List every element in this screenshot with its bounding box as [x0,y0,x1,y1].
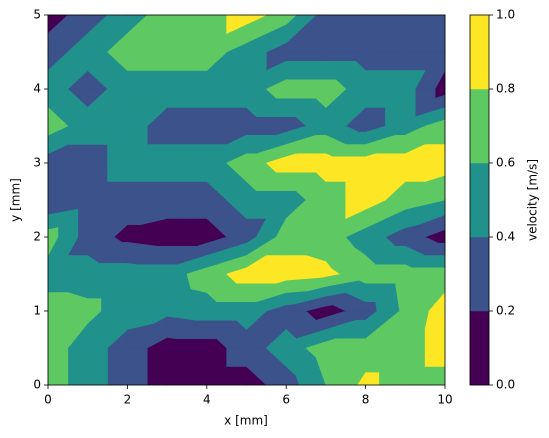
contour-region [166,144,188,164]
x-tick-label: 0 [44,393,52,407]
x-tick-label: 2 [124,393,132,407]
colorbar-tick-label: 1.0 [496,8,515,22]
y-tick-label: 5 [33,8,41,22]
x-tick-label: 6 [282,393,290,407]
contour-region [405,70,426,90]
contour-region [285,255,307,275]
contour-region [325,260,332,275]
y-tick-label: 3 [33,156,41,170]
y-tick-label: 2 [33,230,41,244]
contour-region [246,153,258,164]
colorbar-tick-label: 0.6 [496,156,515,170]
x-axis-label: x [mm] [224,414,268,428]
colorbar-frame [469,14,490,386]
contour-region [127,263,138,275]
x-tick-label: 4 [203,393,211,407]
x-tick-label: 10 [437,393,452,407]
y-tick-label: 4 [33,82,41,96]
contour-region [365,254,376,275]
x-tick-label: 8 [362,393,370,407]
contour-region [365,372,380,386]
contour-region [87,298,102,312]
contour-region [325,79,337,90]
contour-region [405,144,426,164]
contour-region [325,338,337,349]
colorbar-label: velocity [m/s] [526,159,540,241]
y-axis-label: y [mm] [9,178,23,222]
colorbar-band [469,236,490,312]
contour-region [405,264,413,275]
plot-frame [47,14,446,386]
contour-region [285,79,297,90]
colorbar-band [469,88,490,164]
contour-region [206,144,228,164]
y-tick-label: 1 [33,304,41,318]
contour-region [325,153,334,164]
contour-region [87,254,100,275]
colorbar-tick-label: 0.0 [496,378,515,392]
contour-region [246,255,267,275]
contour-region [365,153,376,164]
y-tick-label: 0 [33,378,41,392]
contour-region [206,264,217,275]
colorbar-band [469,162,490,238]
contour-region [285,153,297,164]
colorbar-tick-label: 0.4 [496,230,515,244]
contour-region [365,70,387,90]
colorbar-band [469,310,490,386]
colorbar-tick-label: 0.2 [496,304,515,318]
colorbar-tick-label: 0.8 [496,82,515,96]
colorbar-band [469,14,490,90]
contour-region [166,264,178,275]
contour-region [285,328,297,349]
